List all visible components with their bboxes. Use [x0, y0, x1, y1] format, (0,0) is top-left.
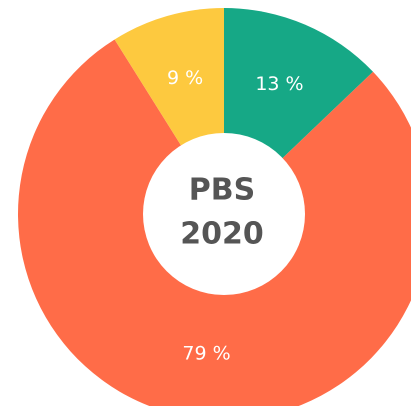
value-label: 13 %: [255, 73, 303, 95]
donut-hole: [143, 133, 305, 295]
value-label: 79 %: [182, 342, 230, 364]
center-title: 2020: [180, 217, 264, 252]
value-label: 9 %: [167, 67, 203, 89]
center-title: PBS: [189, 173, 255, 208]
